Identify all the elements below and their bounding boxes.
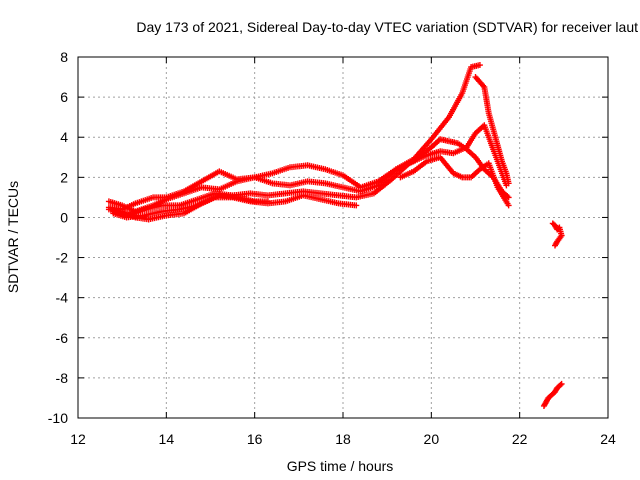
- data-point: [264, 198, 271, 205]
- y-tick-label: 4: [60, 129, 68, 145]
- data-points: [105, 62, 565, 409]
- data-point: [552, 242, 558, 249]
- chart-title: Day 173 of 2021, Sidereal Day-to-day VTE…: [136, 19, 638, 35]
- x-tick-label: 18: [335, 431, 351, 447]
- x-tick-label: 14: [159, 431, 175, 447]
- x-tick-label: 12: [70, 431, 86, 447]
- data-point: [557, 381, 564, 388]
- x-tick-label: 22: [512, 431, 528, 447]
- data-point: [505, 202, 512, 209]
- series-arc8: [549, 220, 565, 249]
- grid-lines: [78, 57, 608, 418]
- data-point: [353, 202, 360, 209]
- y-tick-label: -2: [56, 250, 69, 266]
- y-tick-label: -8: [56, 370, 69, 386]
- y-tick-label: 0: [60, 209, 68, 225]
- y-axis-label: SDTVAR / TECUs: [5, 181, 21, 293]
- y-tick-label: -6: [56, 330, 69, 346]
- y-tick-label: -10: [48, 410, 68, 426]
- data-point: [476, 62, 483, 69]
- series-arc6: [397, 154, 512, 209]
- y-tick-label: 6: [60, 89, 68, 105]
- y-tick-label: 8: [60, 49, 68, 65]
- data-point: [558, 380, 565, 387]
- x-tick-label: 20: [424, 431, 440, 447]
- series-arc7: [105, 192, 271, 223]
- x-tick-label: 16: [247, 431, 263, 447]
- x-axis-label: GPS time / hours: [287, 458, 394, 474]
- y-tick-label: 2: [60, 169, 68, 185]
- series-arc9: [540, 380, 565, 409]
- data-point: [503, 182, 510, 189]
- y-tick-label: -4: [56, 290, 69, 306]
- series-arc2: [472, 74, 512, 187]
- x-tick-label: 24: [600, 431, 616, 447]
- data-point: [505, 194, 512, 201]
- series-arc3: [105, 136, 512, 215]
